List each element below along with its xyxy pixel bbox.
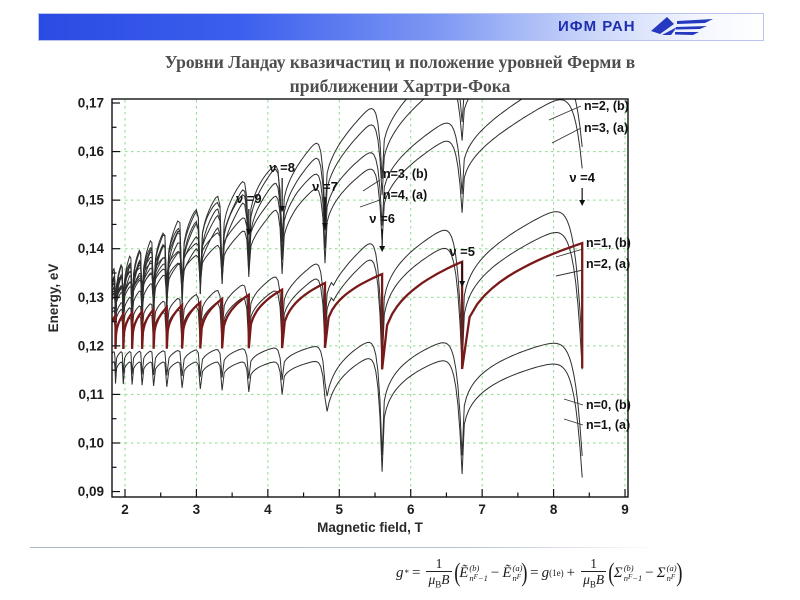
formula-fraction-1: 1 μBB	[426, 556, 452, 590]
formula-fraction-2: 1 μBB	[581, 556, 607, 590]
formula-sigma2: Σ	[656, 564, 666, 581]
y-tick-labels: 0,17 0,16 0,15 0,14 0,13 0,12 0,11 0,10 0,09	[78, 96, 105, 500]
formula-rparen-2: )	[675, 558, 683, 587]
svg-text:n=4, (a): n=4, (a)	[383, 188, 427, 202]
landau-levels-chart: 2 3 4 5 6 7 8 9 0,17 0,16 0,15 0,14 0,13 0,12 0,11 0,10…	[46, 96, 631, 536]
svg-text:0,12: 0,12	[78, 338, 104, 353]
svg-text:3: 3	[193, 502, 201, 517]
svg-text:8: 8	[550, 502, 558, 517]
formula-g1e: g	[541, 564, 550, 581]
landau-curve-lower	[112, 273, 125, 343]
svg-text:ν =6: ν =6	[369, 211, 395, 226]
formula-rparen-1: )	[521, 558, 528, 587]
svg-text:6: 6	[407, 502, 415, 517]
svg-text:ν =5: ν =5	[449, 244, 475, 259]
svg-text:ν =8: ν =8	[269, 160, 295, 175]
svg-text:n=3, (b): n=3, (b)	[383, 167, 428, 181]
x-axis-ticks	[124, 489, 626, 497]
formula-g1e-sub: (1e)	[549, 568, 564, 578]
svg-text:ν =9: ν =9	[236, 191, 262, 206]
grid	[113, 100, 627, 496]
formula-lparen-1: (	[453, 558, 460, 587]
fermi-level-curve	[112, 241, 584, 370]
svg-text:0,15: 0,15	[78, 193, 105, 208]
x-tick-labels: 2 3 4 5 6 7 8 9	[121, 502, 629, 517]
formula-E2: Ẽ	[502, 564, 512, 581]
plot-frame	[111, 98, 629, 498]
curve-labels: n=2, (b) n=3, (a) n=3, (b) n=4, (a) n=1, (b)…	[359, 99, 631, 432]
svg-text:7: 7	[478, 502, 486, 517]
landau-curve-lower	[112, 99, 583, 310]
institute-logo-icon	[651, 17, 713, 35]
footer-divider	[30, 547, 660, 548]
svg-text:9: 9	[621, 502, 629, 517]
slide-title-line1: Уровни Ландау квазичастиц и положение ур…	[164, 52, 636, 72]
landau-level-curves	[112, 99, 583, 478]
formula-star: *	[404, 568, 410, 578]
x-axis-title: Magnetic field, T	[317, 520, 424, 535]
landau-curve-lower	[112, 99, 469, 329]
slide-title-line2: приближении Хартри-Фока	[289, 76, 511, 96]
svg-text:5: 5	[336, 502, 344, 517]
landau-curve-lower	[112, 358, 583, 478]
y-axis-ticks	[112, 102, 120, 493]
formula-plus: +	[566, 564, 576, 581]
landau-curve-upper	[112, 262, 133, 333]
svg-text:n=2, (a): n=2, (a)	[586, 257, 630, 271]
svg-text:0,14: 0,14	[78, 241, 105, 256]
formula-minus-1: −	[490, 564, 500, 581]
formula-sigma1: Σ	[613, 564, 623, 581]
svg-text:n=2, (b): n=2, (b)	[584, 99, 629, 113]
svg-text:ν =4: ν =4	[569, 170, 595, 185]
landau-curve-upper	[112, 211, 583, 352]
svg-text:0,09: 0,09	[78, 484, 104, 499]
svg-text:n=0, (b): n=0, (b)	[586, 398, 631, 412]
svg-text:0,17: 0,17	[78, 96, 104, 111]
formula-g: g	[396, 564, 404, 581]
y-axis-title: Energy, eV	[46, 264, 61, 333]
landau-curve-upper	[112, 99, 465, 318]
formula-E1-scripts: (b) n F −1	[469, 562, 488, 583]
svg-text:2: 2	[121, 502, 129, 517]
landau-curve-lower	[112, 243, 168, 324]
formula-equals-2: =	[530, 564, 539, 581]
formula-equals: =	[412, 564, 421, 581]
landau-curve-upper	[112, 341, 583, 457]
svg-text:n=3, (a): n=3, (a)	[584, 121, 628, 135]
header-bar: ИФМ РАН	[38, 13, 764, 41]
nu-annotations: ν =9 ν =8 ν =7 ν =6 ν =5 ν =4	[236, 160, 596, 287]
formula-minus-2: −	[645, 564, 654, 581]
svg-text:4: 4	[264, 502, 272, 517]
svg-text:ν =7: ν =7	[312, 179, 338, 194]
svg-text:0,10: 0,10	[78, 435, 104, 450]
formula-sigma1-scripts: (b) n F −1	[623, 562, 643, 583]
formula-E1: Ẽ	[459, 564, 469, 581]
svg-text:0,11: 0,11	[78, 387, 104, 402]
formula-lparen-2: (	[608, 558, 615, 587]
slide-title: Уровни Ландау квазичастиц и положение ур…	[40, 50, 760, 98]
svg-text:0,13: 0,13	[78, 290, 105, 305]
organization-label: ИФМ РАН	[558, 18, 636, 35]
svg-text:n=1, (b): n=1, (b)	[586, 236, 631, 250]
svg-text:0,16: 0,16	[78, 144, 105, 159]
svg-text:n=1, (a): n=1, (a)	[586, 418, 630, 432]
